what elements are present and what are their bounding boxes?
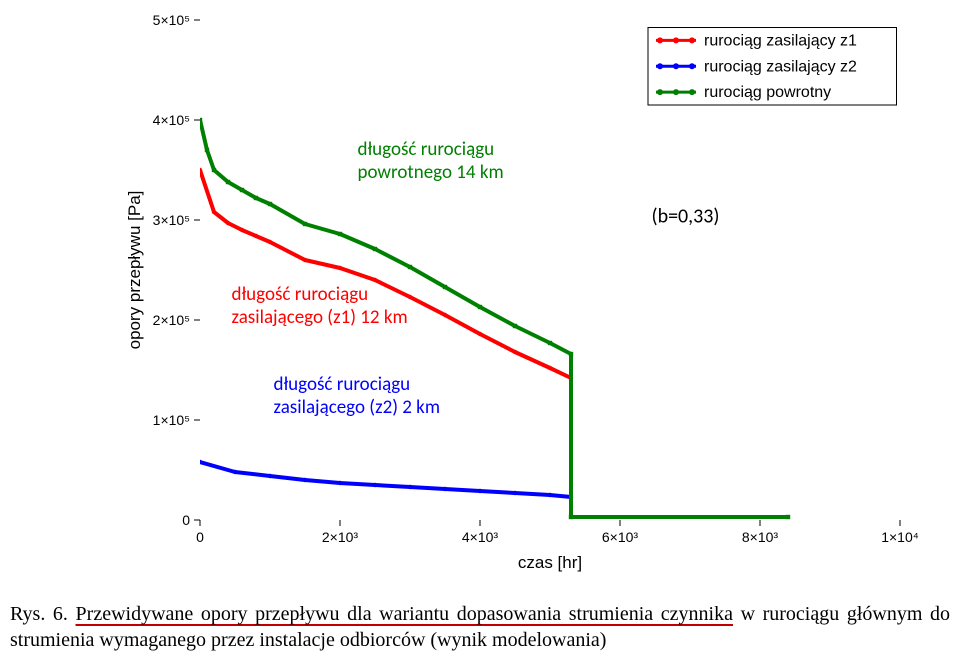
series-z1 xyxy=(200,170,571,378)
svg-text:rurociąg zasilający z1: rurociąg zasilający z1 xyxy=(704,32,857,49)
svg-text:zasilającego (z1) 12 km: zasilającego (z1) 12 km xyxy=(232,306,408,329)
svg-text:2×10⁵: 2×10⁵ xyxy=(153,312,190,328)
svg-text:6×10³: 6×10³ xyxy=(602,529,639,545)
svg-text:4×10³: 4×10³ xyxy=(462,529,499,545)
svg-text:2×10³: 2×10³ xyxy=(322,529,359,545)
svg-text:4×10⁵: 4×10⁵ xyxy=(153,112,190,128)
svg-text:rurociąg powrotny: rurociąg powrotny xyxy=(704,84,831,101)
figure-container: 0 2×10³ 4×10³ 6×10³ 8×10³ 1×10⁴ 0 1×10⁵ 2×10⁵ 3×1… xyxy=(0,0,960,665)
caption-prefix: Rys. 6. xyxy=(10,603,68,625)
svg-text:czas [hr]: czas [hr] xyxy=(518,553,582,572)
caption-underlined: Przewidywane opory przepływu dla wariant… xyxy=(76,603,733,625)
svg-text:1×10⁵: 1×10⁵ xyxy=(153,412,190,428)
svg-text:8×10³: 8×10³ xyxy=(742,529,779,545)
svg-text:3×10⁵: 3×10⁵ xyxy=(153,212,190,228)
svg-text:0: 0 xyxy=(196,529,204,545)
chart: 0 2×10³ 4×10³ 6×10³ 8×10³ 1×10⁴ 0 1×10⁵ 2×10⁵ 3×1… xyxy=(0,0,960,580)
svg-text:5×10⁵: 5×10⁵ xyxy=(153,12,190,28)
svg-text:długość rurociągu: długość rurociągu xyxy=(274,373,411,396)
y-axis-label: opory przepływu [Pa] xyxy=(125,191,144,350)
svg-text:zasilającego (z2) 2 km: zasilającego (z2) 2 km xyxy=(274,396,441,419)
figure-caption: Rys. 6. Przewidywane opory przepływu dla… xyxy=(10,601,950,653)
svg-text:1×10⁴: 1×10⁴ xyxy=(881,529,919,545)
svg-text:0: 0 xyxy=(182,512,190,528)
svg-text:długość rurociągu: długość rurociągu xyxy=(358,138,495,161)
legend: rurociąg zasilający z1 rurociąg zasilając… xyxy=(648,28,897,106)
svg-text:(b=0,33): (b=0,33) xyxy=(652,205,720,229)
svg-text:rurociąg zasilający z2: rurociąg zasilający z2 xyxy=(704,58,857,75)
svg-text:długość rurociągu: długość rurociągu xyxy=(232,283,369,306)
svg-text:powrotnego 14 km: powrotnego 14 km xyxy=(358,161,504,184)
